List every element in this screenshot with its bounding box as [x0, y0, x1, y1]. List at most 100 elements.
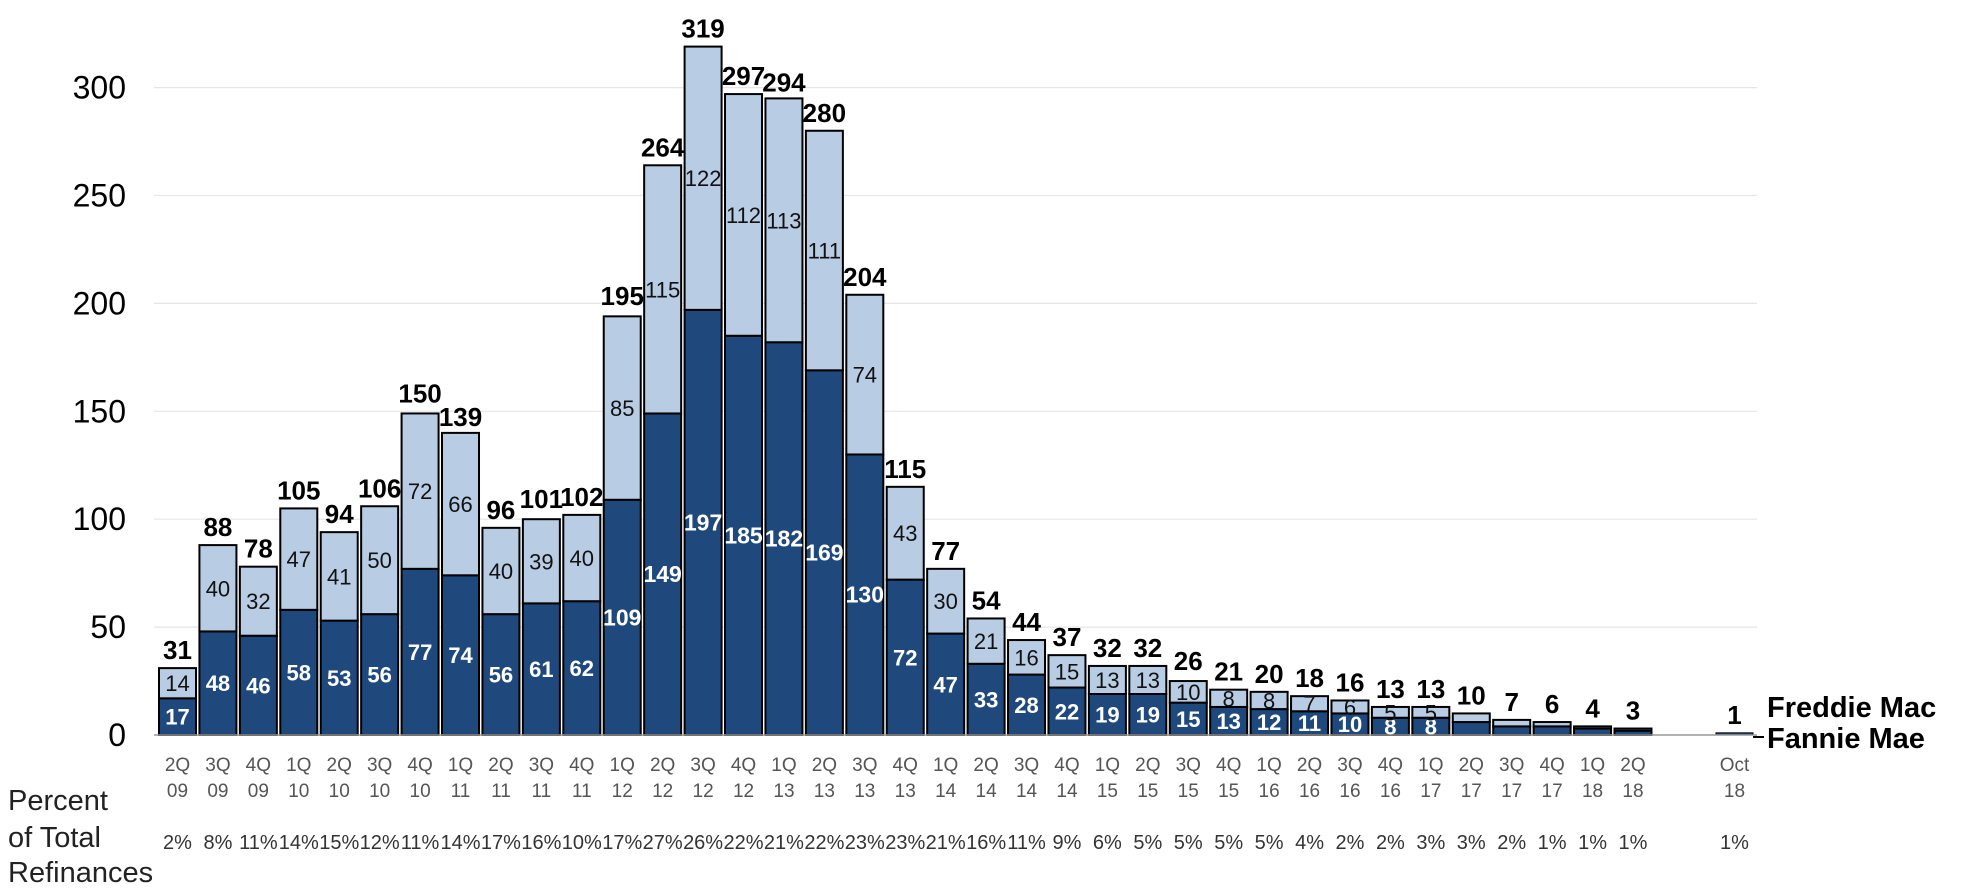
- x-tick-label-bottom: 11: [491, 781, 511, 802]
- bar-freddie-mac: [966, 617, 1006, 665]
- bar-freddie-mac: [360, 505, 400, 616]
- bar-freddie-mac: [158, 667, 197, 700]
- freddie-value-label: 72: [408, 479, 432, 504]
- x-tick-label-bottom: 17: [1420, 781, 1441, 802]
- total-label: 3: [1626, 696, 1640, 726]
- percent-value: 22%: [724, 832, 764, 854]
- total-label: 88: [203, 512, 232, 542]
- percent-value: 14%: [440, 832, 480, 854]
- fannie-value-label: 56: [367, 663, 391, 688]
- bar-fannie-mae: [1007, 673, 1047, 736]
- fannie-value-label: 13: [1216, 709, 1240, 734]
- x-tick-label-bottom: 15: [1137, 781, 1158, 802]
- y-tick-label: 50: [90, 609, 126, 645]
- total-label: 1: [1727, 700, 1741, 730]
- x-tick-label-bottom: 16: [1380, 781, 1401, 802]
- fannie-value-label: 10: [1338, 712, 1362, 737]
- x-tick-label-top: 3Q: [852, 755, 877, 776]
- fannie-value-label: 48: [206, 671, 230, 696]
- x-tick-label-bottom: 17: [1542, 781, 1563, 802]
- total-label: 297: [722, 61, 765, 91]
- total-label: 106: [358, 473, 401, 503]
- bar-freddie-mac: [1290, 695, 1330, 713]
- total-label: 264: [641, 132, 685, 162]
- fannie-value-label: 109: [603, 604, 641, 630]
- bar-freddie-mac: [643, 164, 683, 415]
- percent-value: 21%: [764, 832, 804, 854]
- bar-freddie-mac: [804, 129, 844, 372]
- total-label: 195: [601, 281, 644, 311]
- bar-freddie-mac: [319, 531, 359, 622]
- percent-value: 17%: [481, 832, 521, 854]
- fannie-value-label: 77: [408, 640, 432, 665]
- bar-fannie-mae: [521, 602, 561, 736]
- bar-freddie-mac: [724, 93, 764, 337]
- fannie-value-label: 53: [327, 666, 351, 691]
- fannie-value-label: 46: [246, 673, 270, 698]
- bar-freddie-mac: [481, 526, 521, 616]
- total-label: 102: [560, 482, 603, 512]
- percent-value: 5%: [1174, 832, 1203, 854]
- x-tick-label-top: 2Q: [650, 755, 675, 776]
- fannie-value-label: 169: [805, 540, 843, 566]
- x-tick-label-bottom: 18: [1582, 781, 1603, 802]
- x-tick-label-bottom: 11: [451, 781, 471, 802]
- bar-freddie-mac: [1168, 680, 1208, 704]
- total-label: 204: [843, 262, 887, 292]
- x-tick-label-top: 2Q: [812, 755, 837, 776]
- freddie-value-label: 40: [489, 559, 513, 584]
- total-label: 294: [762, 68, 806, 98]
- total-label: 101: [520, 484, 563, 514]
- bar-freddie-mac: [885, 485, 925, 581]
- freddie-value-label: 40: [206, 576, 230, 601]
- x-tick-label-top: 2Q: [1459, 755, 1484, 776]
- bar-freddie-mac: [1532, 721, 1572, 728]
- fannie-value-label: 28: [1014, 693, 1038, 718]
- freddie-value-label: 41: [327, 564, 351, 589]
- x-tick-label-top: 4Q: [731, 755, 756, 776]
- fannie-value-label: 19: [1136, 702, 1160, 727]
- total-label: 77: [931, 536, 960, 566]
- freddie-value-label: 40: [570, 546, 594, 571]
- fannie-value-label: 58: [287, 660, 311, 685]
- percent-value: 11%: [1007, 832, 1046, 854]
- x-tick-label-top: 4Q: [1539, 755, 1564, 776]
- x-tick-label-bottom: 11: [572, 781, 592, 802]
- fannie-value-label: 61: [529, 657, 553, 682]
- x-tick-label-top: 3Q: [1337, 755, 1362, 776]
- x-tick-label-top: 1Q: [1580, 755, 1605, 776]
- percent-value: 2%: [1336, 832, 1365, 854]
- x-tick-label-top: 3Q: [205, 755, 230, 776]
- freddie-value-label: 8: [1263, 688, 1275, 713]
- x-tick-label-top: 3Q: [529, 755, 554, 776]
- percent-value: 5%: [1255, 832, 1284, 854]
- x-tick-label-top: 1Q: [1095, 755, 1120, 776]
- bar-fannie-mae: [1532, 725, 1572, 736]
- fannie-value-label: 149: [643, 561, 681, 587]
- bar-freddie-mac: [521, 518, 561, 605]
- percent-row-title-line-1: Percent: [8, 785, 108, 817]
- total-label: 150: [398, 378, 441, 408]
- fannie-value-label: 22: [1055, 699, 1079, 724]
- x-tick-label-top: 1Q: [610, 755, 635, 776]
- x-tick-label-bottom: 12: [652, 781, 673, 802]
- percent-value: 23%: [885, 832, 925, 854]
- fannie-value-label: 11: [1298, 711, 1321, 736]
- percent-value: 23%: [845, 832, 885, 854]
- percent-value: 1%: [1619, 832, 1648, 854]
- y-tick-label: 150: [73, 393, 126, 429]
- freddie-value-label: 13: [1095, 668, 1119, 693]
- total-label: 6: [1545, 689, 1559, 719]
- bar-freddie-mac: [198, 544, 238, 633]
- y-tick-label: 200: [73, 285, 126, 321]
- bar-fannie-mae: [198, 630, 238, 737]
- x-tick-label-bottom: 13: [895, 781, 916, 802]
- fannie-value-label: 185: [724, 522, 763, 548]
- percent-value: 15%: [319, 832, 359, 854]
- freddie-value-label: 74: [853, 363, 877, 388]
- percent-value: 1%: [1720, 832, 1749, 854]
- x-tick-label-top: 1Q: [286, 755, 311, 776]
- total-label: 4: [1585, 693, 1600, 723]
- percent-value: 14%: [279, 832, 319, 854]
- total-label: 18: [1295, 663, 1324, 693]
